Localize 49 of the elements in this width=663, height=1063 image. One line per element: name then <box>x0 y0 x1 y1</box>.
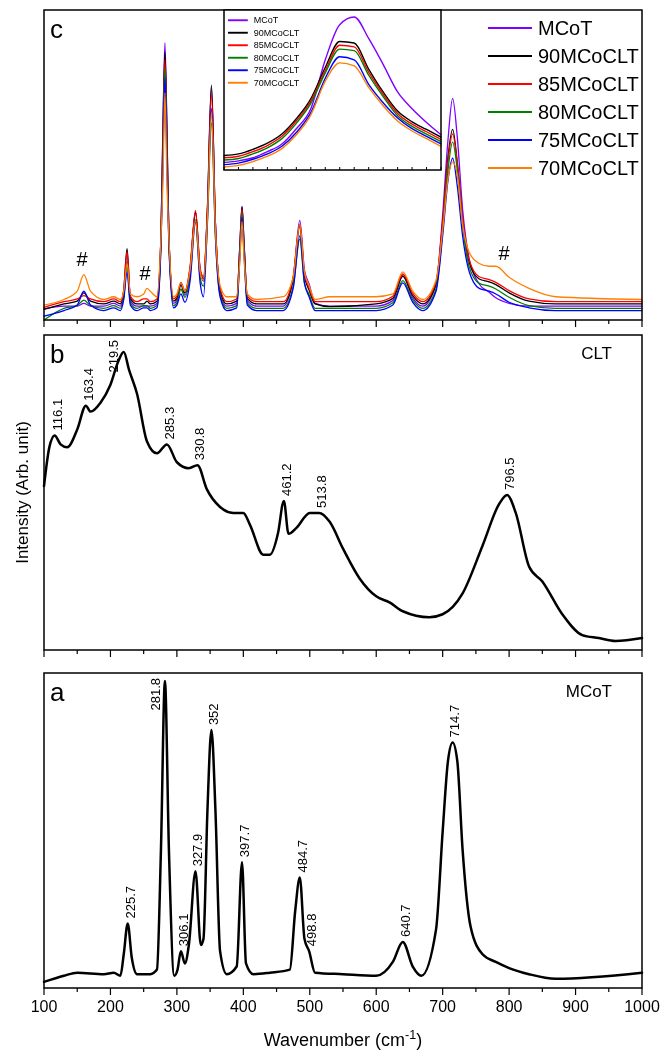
annotation: 352 <box>206 703 222 726</box>
annotation: 461.2 <box>279 463 294 496</box>
annotation: 281.8 <box>147 678 163 711</box>
x-tick-label: 1000 <box>624 998 660 1015</box>
annotation: 330.8 <box>192 427 208 461</box>
annotation: 513.8 <box>313 475 329 508</box>
annotation: 498.8 <box>303 913 319 947</box>
legend-label: 70MCoCLT <box>253 77 300 88</box>
text: MCoT <box>565 682 612 701</box>
x-tick-label: 400 <box>229 998 257 1015</box>
legend-label: 90MCoCLT <box>538 45 639 67</box>
legend-label: MCoT <box>538 17 593 39</box>
legend-label: MCoT <box>253 15 279 26</box>
chart-title: c <box>50 14 63 44</box>
annotation: 796.5 <box>501 457 517 491</box>
legend-label: 80MCoCLT <box>253 52 300 63</box>
chart-title: b <box>50 339 65 369</box>
x-tick-label: 100 <box>30 998 58 1015</box>
y-axis-title: Intensity (Arb. unit) <box>13 421 32 564</box>
x-tick-label: 500 <box>296 998 324 1015</box>
x-tick-label: 200 <box>97 998 124 1015</box>
x-tick-label: 600 <box>362 998 390 1015</box>
x-tick-label: 900 <box>562 998 589 1015</box>
annotation: # <box>139 262 152 284</box>
legend-label: 75MCoCLT <box>538 129 639 151</box>
legend-label: 85MCoCLT <box>538 73 639 95</box>
legend-label: 90MCoCLT <box>253 27 300 38</box>
annotation: 116.1 <box>49 398 65 431</box>
annotation: 484.7 <box>294 839 310 873</box>
legend-label: 75MCoCLT <box>253 65 300 76</box>
annotation: 714.7 <box>447 704 463 738</box>
annotation: 163.4 <box>81 368 97 401</box>
text: CLT <box>581 344 612 363</box>
legend-label: 85MCoCLT <box>253 40 300 51</box>
annotation: 285.3 <box>162 406 178 440</box>
annotation: 327.9 <box>190 833 206 867</box>
annotation: 640.7 <box>398 904 414 937</box>
chart-title: a <box>50 677 65 707</box>
x-tick-label: 700 <box>429 998 457 1015</box>
x-tick-label: 800 <box>495 998 523 1015</box>
x-tick-label: 300 <box>163 998 191 1015</box>
annotation: 225.7 <box>122 885 138 919</box>
legend-label: 70MCoCLT <box>538 157 639 179</box>
annotation: 306.1 <box>175 913 191 947</box>
x-axis-title: Wavenumber (cm$^{-1}$) <box>263 1028 423 1050</box>
annotation: # <box>76 248 89 270</box>
annotation: # <box>498 242 511 264</box>
legend-label: 80MCoCLT <box>538 101 639 123</box>
annotation: 397.7 <box>236 824 252 858</box>
